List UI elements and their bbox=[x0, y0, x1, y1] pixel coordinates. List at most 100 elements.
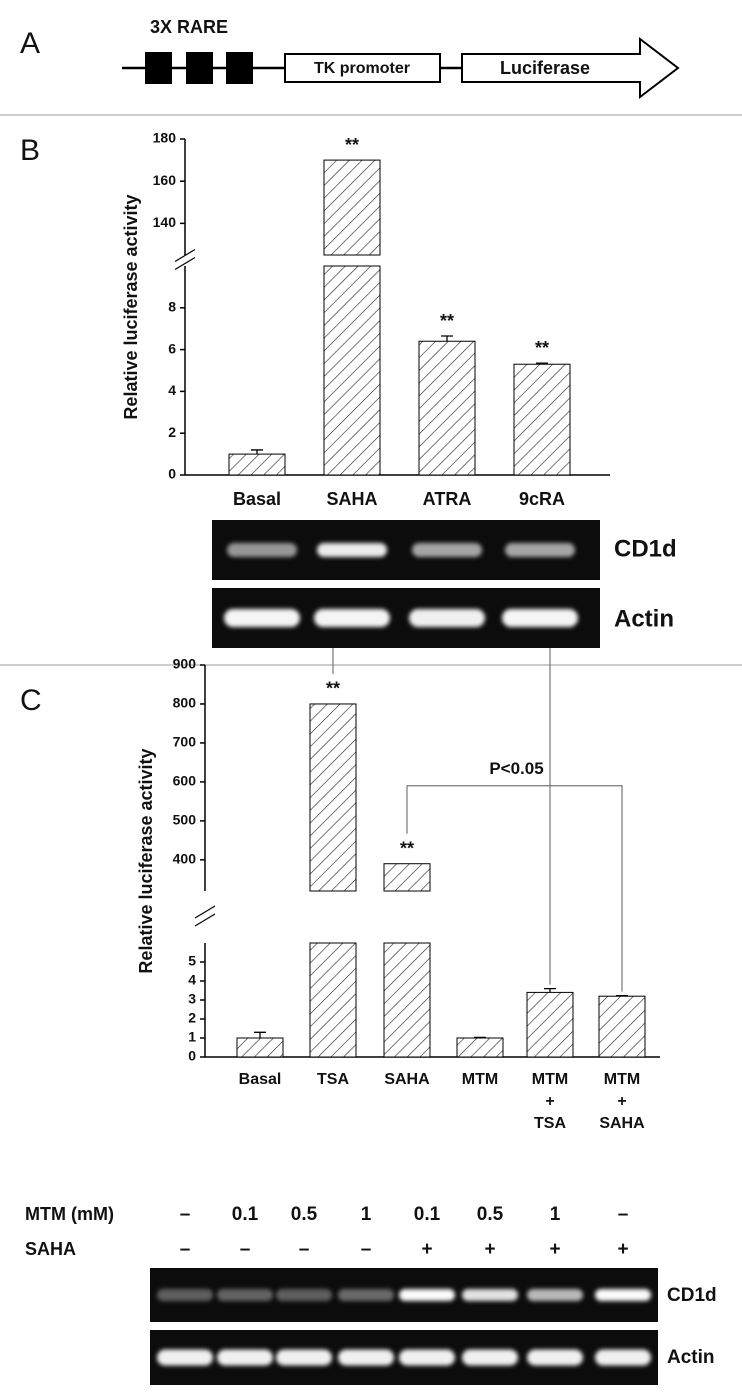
gel-band bbox=[527, 1349, 583, 1366]
x-tick-label: MTM + TSA bbox=[532, 1071, 568, 1132]
x-tick-label: MTM bbox=[462, 1071, 498, 1088]
axis-break bbox=[174, 248, 196, 263]
gel-band bbox=[314, 609, 390, 627]
y-axis-label: Relative luciferase activity bbox=[136, 748, 156, 973]
bar bbox=[309, 703, 357, 892]
gel-band bbox=[399, 1289, 455, 1301]
condition-value: + bbox=[484, 1239, 495, 1260]
x-tick-label: MTM + SAHA bbox=[599, 1071, 645, 1132]
gel-band bbox=[217, 1349, 273, 1366]
gel-band bbox=[276, 1289, 332, 1301]
gel-band bbox=[502, 609, 578, 627]
error-bar bbox=[254, 1031, 266, 1038]
y-tick-label: 2 bbox=[188, 1010, 196, 1026]
condition-value: 0.1 bbox=[414, 1204, 441, 1225]
rare-box bbox=[226, 52, 253, 84]
y-tick-label: 180 bbox=[153, 130, 177, 146]
error-bar bbox=[544, 987, 556, 993]
gel-band bbox=[157, 1349, 213, 1366]
condition-value: 1 bbox=[361, 1204, 372, 1225]
gel-band bbox=[527, 1289, 583, 1301]
gel-band bbox=[505, 543, 575, 557]
y-tick-label: 600 bbox=[173, 773, 197, 789]
y-tick-label: 5 bbox=[188, 953, 196, 969]
bar bbox=[526, 991, 574, 1058]
gel-band bbox=[338, 1289, 394, 1301]
bar bbox=[228, 453, 286, 476]
axis-break bbox=[194, 913, 216, 927]
bar bbox=[309, 942, 357, 1058]
gel-band bbox=[399, 1349, 455, 1366]
y-tick-label: 3 bbox=[188, 991, 196, 1007]
gel-band bbox=[595, 1289, 651, 1301]
error-bar bbox=[251, 449, 263, 455]
condition-value: – bbox=[240, 1239, 251, 1260]
bar bbox=[236, 1037, 284, 1058]
y-tick-label: 160 bbox=[153, 172, 177, 188]
gel-band bbox=[317, 543, 387, 557]
x-tick-label: Basal bbox=[239, 1071, 282, 1088]
significance-mark: ** bbox=[440, 311, 454, 331]
promoter-label: TK promoter bbox=[314, 60, 410, 77]
axis-break bbox=[174, 256, 196, 271]
gel-row-label: Actin bbox=[667, 1347, 715, 1368]
y-tick-label: 4 bbox=[168, 382, 176, 398]
significance-mark: ** bbox=[345, 135, 359, 155]
y-tick-label: 500 bbox=[173, 812, 197, 828]
y-tick-label: 4 bbox=[188, 972, 196, 988]
gel-band bbox=[462, 1349, 518, 1366]
rare-box bbox=[186, 52, 213, 84]
y-tick-label: 900 bbox=[173, 656, 197, 672]
rare-box bbox=[145, 52, 172, 84]
reporter-arrow bbox=[461, 36, 680, 100]
error-bar bbox=[536, 362, 548, 365]
condition-value: – bbox=[361, 1239, 372, 1260]
bar bbox=[323, 159, 381, 256]
gel-band bbox=[595, 1349, 651, 1366]
gel-band bbox=[227, 543, 297, 557]
x-tick-label: TSA bbox=[317, 1071, 349, 1088]
condition-label: SAHA bbox=[25, 1239, 76, 1259]
error-bar bbox=[441, 335, 453, 342]
y-tick-label: 700 bbox=[173, 734, 197, 750]
x-tick-label: ATRA bbox=[423, 489, 472, 509]
error-bar bbox=[616, 994, 628, 997]
comparison-label: P<0.05 bbox=[489, 759, 543, 778]
condition-value: – bbox=[618, 1204, 629, 1225]
condition-value: 0.5 bbox=[291, 1204, 318, 1225]
gel-band bbox=[217, 1289, 273, 1301]
significance-mark: ** bbox=[326, 679, 340, 699]
gel-band bbox=[276, 1349, 332, 1366]
condition-value: – bbox=[180, 1204, 191, 1225]
bar bbox=[598, 995, 646, 1058]
gel-row-label: Actin bbox=[614, 605, 674, 632]
condition-value: – bbox=[299, 1239, 310, 1260]
gel-row-label: CD1d bbox=[667, 1285, 717, 1306]
condition-value: 0.5 bbox=[477, 1204, 504, 1225]
comparison-bracket bbox=[332, 618, 551, 985]
error-bar bbox=[474, 1036, 486, 1039]
y-tick-label: 1 bbox=[188, 1029, 196, 1045]
condition-value: + bbox=[617, 1239, 628, 1260]
gel-band bbox=[224, 609, 300, 627]
condition-value: + bbox=[549, 1239, 560, 1260]
x-tick-label: SAHA bbox=[384, 1071, 430, 1088]
axis-break bbox=[194, 905, 216, 919]
bar bbox=[513, 363, 571, 476]
comparison-bracket bbox=[406, 785, 623, 992]
gel-band bbox=[409, 609, 485, 627]
y-tick-label: 8 bbox=[168, 299, 176, 315]
y-tick-label: 0 bbox=[188, 1048, 196, 1064]
gel-band bbox=[412, 543, 482, 557]
y-tick-label: 800 bbox=[173, 695, 197, 711]
y-axis-label: Relative luciferase activity bbox=[121, 194, 141, 419]
condition-value: 0.1 bbox=[232, 1204, 259, 1225]
y-tick-label: 400 bbox=[173, 851, 197, 867]
gel-band bbox=[157, 1289, 213, 1301]
bar bbox=[383, 942, 431, 1058]
x-tick-label: SAHA bbox=[326, 489, 377, 509]
significance-mark: ** bbox=[400, 838, 414, 858]
y-tick-label: 140 bbox=[153, 214, 177, 230]
